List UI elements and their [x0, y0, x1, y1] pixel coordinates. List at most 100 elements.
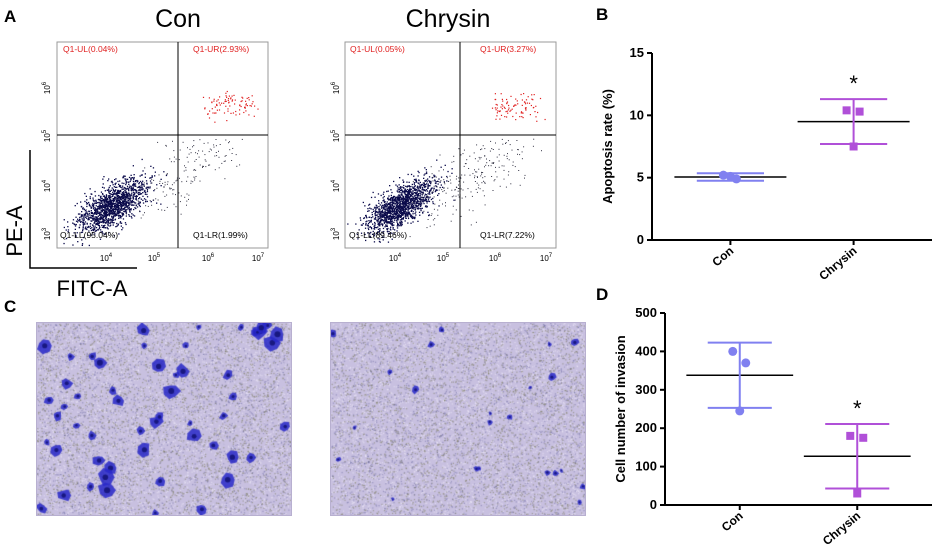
- flow-event: [406, 208, 408, 211]
- flow-event: [123, 208, 125, 210]
- flow-event: [132, 184, 134, 187]
- flow-event: [400, 189, 402, 191]
- flow-event: [429, 196, 431, 198]
- flow-event: [97, 229, 99, 231]
- flow-event: [88, 212, 90, 215]
- flow-event: [398, 203, 401, 205]
- flow-event: [426, 181, 428, 183]
- flow-event: [104, 200, 106, 202]
- flow-event: [400, 187, 402, 189]
- flow-event: [99, 221, 101, 223]
- flow-event: [103, 205, 106, 207]
- flow-event: [409, 192, 411, 194]
- flow-event: [389, 212, 391, 214]
- flow-event: [367, 210, 369, 212]
- flow-event: [225, 155, 227, 156]
- flow-event: [382, 207, 384, 209]
- flow-event: [467, 188, 469, 190]
- flow-event: [407, 192, 409, 194]
- flow-event: [406, 200, 408, 202]
- flow-event: [197, 153, 198, 155]
- flow-event: [396, 230, 398, 232]
- flow-event: [398, 207, 401, 210]
- flow-event: [405, 185, 407, 187]
- flow-event: [396, 212, 398, 214]
- flow-event: [208, 151, 210, 153]
- flow-event: [112, 191, 114, 193]
- flow-event: [119, 211, 121, 214]
- flow-event: [139, 201, 141, 203]
- flow-event: [405, 199, 407, 201]
- flow-event: [397, 199, 399, 201]
- flow-event: [112, 216, 115, 218]
- flow-event: [409, 207, 412, 209]
- flow-event: [218, 167, 220, 169]
- flow-event: [79, 219, 81, 221]
- flow-event: [374, 215, 377, 217]
- flow-event: [377, 211, 380, 213]
- flow-event: [95, 217, 97, 219]
- flow-event: [90, 215, 93, 217]
- flow-event: [160, 185, 162, 187]
- flow-event: [98, 194, 100, 197]
- flow-event: [103, 195, 106, 197]
- flow-event: [144, 189, 146, 192]
- flow-event: [126, 188, 128, 190]
- flow-event: [398, 191, 401, 193]
- flow-event: [135, 195, 138, 197]
- flow-event: [490, 140, 492, 142]
- flow-event: [396, 217, 398, 219]
- flow-event: [395, 184, 397, 186]
- flow-event: [123, 182, 125, 185]
- flow-event: [92, 226, 95, 228]
- flow-event: [104, 204, 106, 206]
- flow-event: [445, 192, 447, 194]
- flow-event: [115, 207, 117, 209]
- flow-event: [164, 184, 166, 186]
- flow-event: [105, 214, 107, 216]
- flow-event: [98, 201, 100, 203]
- flow-event: [442, 191, 444, 193]
- flow-event: [522, 117, 524, 119]
- flow-event: [104, 227, 106, 229]
- flow-event: [209, 110, 211, 112]
- flow-event: [96, 217, 98, 219]
- flow-event: [360, 232, 363, 234]
- flow-event: [417, 195, 419, 197]
- data-point: [735, 406, 745, 416]
- flow-event: [383, 200, 385, 202]
- flow-event: [478, 184, 480, 186]
- flow-event: [110, 201, 113, 204]
- flow-event: [113, 212, 116, 214]
- flow-event: [96, 218, 98, 220]
- flow-event: [392, 201, 394, 203]
- flow-event: [394, 203, 396, 205]
- flow-event: [151, 176, 153, 178]
- flow-event: [430, 198, 433, 201]
- flow-event: [102, 202, 104, 204]
- flow-event: [390, 196, 393, 199]
- flow-event: [377, 218, 379, 220]
- flow-event: [425, 179, 427, 181]
- flow-event: [90, 211, 92, 214]
- flow-event: [441, 186, 444, 188]
- flow-event: [390, 194, 392, 197]
- flow-event: [468, 209, 470, 211]
- flow-event: [97, 224, 100, 226]
- flow-event: [189, 148, 191, 150]
- flow-event: [99, 226, 101, 229]
- significance-marker: *: [849, 71, 858, 96]
- flow-event: [145, 201, 147, 203]
- flow-event: [134, 180, 136, 183]
- flow-event: [413, 205, 415, 207]
- flow-event: [465, 196, 467, 198]
- flow-event: [122, 214, 125, 216]
- flow-event: [430, 183, 432, 185]
- flow-event: [379, 204, 381, 206]
- flow-event: [505, 111, 507, 113]
- flow-event: [416, 198, 418, 200]
- flow-event: [410, 191, 412, 193]
- flow-event: [114, 183, 116, 186]
- flow-event: [119, 209, 121, 211]
- flow-event: [378, 240, 381, 243]
